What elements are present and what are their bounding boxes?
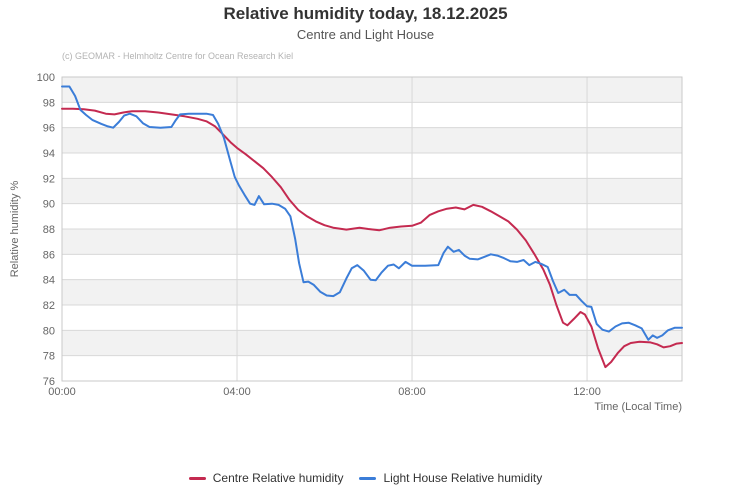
y-tick-label: 98 [43,97,55,109]
y-tick-label: 76 [43,376,55,388]
band [62,77,682,103]
y-tick-label: 94 [43,148,55,160]
x-tick-label: 04:00 [223,386,251,398]
band [62,178,682,204]
y-tick-label: 90 [43,199,55,211]
plot-border [61,76,683,382]
light-house-series-marker-icon [359,476,377,480]
y-tick-label: 78 [43,351,55,363]
chart-subtitle: Centre and Light House [296,27,435,42]
band [62,330,682,356]
y-axis-title: Relative humidity % [9,180,21,277]
y-tick-label: 80 [43,325,55,337]
chart-credit: (c) GEOMAR - Helmholtz Centre for Ocean … [62,51,294,61]
y-tick-label: 86 [43,249,55,261]
chart-title: Relative humidity today, 18.12.2025 [223,4,508,23]
y-tick-label: 84 [43,275,55,287]
series-line-centre[interactable] [61,107,683,369]
legend-item-centre[interactable]: Centre Relative humidity [188,471,344,485]
series-line-light-house[interactable] [61,85,683,341]
x-tick-label: 00:00 [48,386,76,398]
x-tick-label: 12:00 [573,386,601,398]
y-tick-label: 82 [43,300,55,312]
y-tick-label: 100 [37,72,55,84]
band [62,127,682,153]
centre-series-marker-icon [188,476,206,480]
legend-item-light-house[interactable]: Light House Relative humidity [359,471,542,485]
y-tick-label: 96 [43,123,55,135]
y-tick-label: 92 [43,173,55,185]
y-tick-label: 88 [43,224,55,236]
band [62,229,682,255]
x-tick-label: 08:00 [398,386,426,398]
chart-legend: Centre Relative humidity Light House Rel… [0,471,731,485]
legend-label-light-house: Light House Relative humidity [383,471,543,485]
plot-area: 76 78 80 82 84 86 88 90 92 94 96 98 100 00:00 04:00 08:… [9,72,683,413]
legend-label-centre: Centre Relative humidity [212,471,344,485]
x-axis-title: Time (Local Time) [594,401,682,413]
band [62,279,682,305]
